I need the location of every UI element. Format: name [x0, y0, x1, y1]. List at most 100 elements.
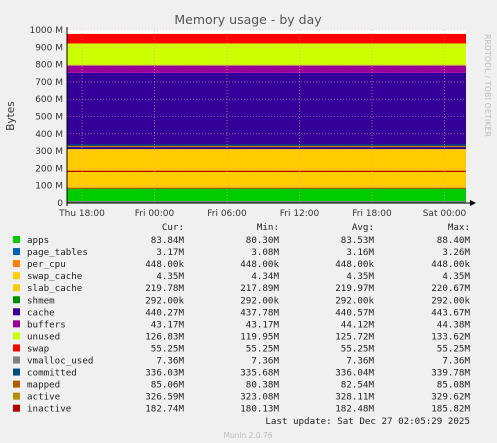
legend-swatch	[13, 248, 20, 256]
legend-min: 437.78M	[240, 307, 279, 318]
x-axis-ticks: Thu 18:00 Fri 00:00 Fri 06:00 Fri 12:00 Fri …	[58, 209, 466, 219]
legend-avg: 182.48M	[335, 404, 374, 415]
legend-swatch	[13, 344, 20, 352]
x-tick-label: Thu 18:00	[58, 209, 105, 219]
legend-min: 180.13M	[240, 404, 279, 415]
y-tick-label: 900 M	[35, 43, 63, 53]
area-buffers	[67, 65, 466, 73]
legend-cur: 3.17M	[156, 247, 184, 258]
legend-name: committed	[27, 368, 77, 379]
x-tick-label: Fri 18:00	[352, 209, 392, 219]
legend-avg: 3.16M	[346, 247, 374, 258]
legend-row-active: active 326.59M 323.08M 328.11M 329.62M	[13, 392, 470, 403]
legend-swatch	[13, 284, 20, 292]
legend-avg: 292.00k	[335, 295, 374, 306]
legend-cur: 219.78M	[145, 283, 184, 294]
legend-row-cache: cache 440.27M 437.78M 440.57M 443.67M	[13, 307, 470, 318]
legend-name: vmalloc_used	[27, 356, 93, 367]
legend-name: mapped	[27, 380, 60, 391]
area-swap	[67, 33, 466, 44]
area-unused	[67, 43, 466, 66]
y-tick-label: 200 M	[35, 164, 63, 174]
legend-row-mapped: mapped 85.06M 80.38M 82.54M 85.08M	[13, 380, 470, 391]
header-max: Max:	[448, 222, 470, 233]
chart-title: Memory usage - by day	[174, 12, 322, 27]
legend-headers: Cur: Min: Avg: Max:	[162, 222, 470, 233]
x-tick-label: Fri 12:00	[280, 209, 320, 219]
y-tick-label: 100 M	[35, 182, 63, 192]
header-min: Min:	[257, 222, 279, 233]
legend-name: per_cpu	[27, 259, 66, 270]
legend-name: unused	[27, 331, 60, 342]
x-tick-label: Sat 00:00	[423, 209, 467, 219]
legend-avg: 7.36M	[346, 356, 374, 367]
legend-swatch	[13, 380, 20, 388]
legend-min: 119.95M	[240, 331, 279, 342]
legend-cur: 182.74M	[145, 404, 184, 415]
legend-max: 88.40M	[437, 235, 471, 246]
legend-row-per-cpu: per_cpu 448.00k 448.00k 448.00k 448.00k	[13, 259, 470, 270]
line-series	[67, 144, 466, 203]
header-cur: Cur:	[162, 222, 184, 233]
legend-cur: 4.35M	[156, 271, 184, 282]
legend-min: 323.08M	[240, 392, 279, 403]
legend-min: 3.08M	[251, 247, 279, 258]
legend-max: 44.38M	[437, 319, 471, 330]
legend-cur: 440.27M	[145, 307, 184, 318]
legend-max: 4.35M	[442, 271, 470, 282]
y-tick-label: 0	[57, 199, 63, 209]
legend-name: shmem	[27, 295, 55, 306]
legend-avg: 328.11M	[335, 392, 374, 403]
legend-swatch	[13, 332, 20, 340]
x-axis-arrow	[470, 200, 476, 206]
legend-avg: 83.53M	[341, 235, 375, 246]
legend-row-apps: apps 83.84M 80.30M 83.53M 88.40M	[13, 235, 470, 246]
legend-avg: 448.00k	[335, 259, 374, 270]
legend-row-swap: swap 55.25M 55.25M 55.25M 55.25M	[13, 343, 470, 354]
legend-max: 85.08M	[437, 380, 471, 391]
legend-swatch	[13, 272, 20, 280]
legend-row-slab-cache: slab_cache 219.78M 217.89M 219.97M 220.67M	[13, 283, 470, 294]
legend-swatch	[13, 392, 20, 400]
grid-lines	[67, 29, 466, 203]
legend-swatch	[13, 368, 20, 376]
legend-min: 335.68M	[240, 368, 279, 379]
area-swap-cache	[67, 187, 466, 188]
legend-max: 7.36M	[442, 356, 470, 367]
y-tick-label: 600 M	[35, 95, 63, 105]
legend-max: 55.25M	[437, 343, 471, 354]
y-tick-label: 300 M	[35, 147, 63, 157]
legend-avg: 4.35M	[346, 271, 374, 282]
legend-swatch	[13, 260, 20, 268]
legend: apps 83.84M 80.30M 83.53M 88.40M page_tables 3…	[13, 235, 470, 415]
legend-max: 3.26M	[442, 247, 470, 258]
legend-row-unused: unused 126.83M 119.95M 125.72M 133.62M	[13, 331, 470, 342]
legend-name: inactive	[27, 404, 71, 415]
legend-cur: 292.00k	[145, 295, 184, 306]
rrdtool-credit: RRDTOOL / TOBI OETIKER	[483, 34, 492, 137]
legend-name: apps	[27, 235, 49, 246]
legend-cur: 55.25M	[151, 343, 185, 354]
y-tick-label: 500 M	[35, 113, 63, 123]
legend-min: 448.00k	[240, 259, 279, 270]
legend-cur: 336.03M	[145, 368, 184, 379]
legend-min: 80.30M	[246, 235, 280, 246]
legend-cur: 83.84M	[151, 235, 185, 246]
legend-max: 220.67M	[431, 283, 470, 294]
area-apps	[67, 188, 466, 203]
legend-name: active	[27, 392, 60, 403]
y-tick-label: 800 M	[35, 61, 63, 71]
legend-min: 43.17M	[246, 319, 280, 330]
legend-max: 339.78M	[431, 368, 470, 379]
legend-row-page-tables: page_tables 3.17M 3.08M 3.16M 3.26M	[13, 247, 470, 258]
legend-max: 448.00k	[431, 259, 470, 270]
legend-cur: 448.00k	[145, 259, 184, 270]
legend-min: 80.38M	[246, 380, 280, 391]
legend-name: swap_cache	[27, 271, 82, 282]
legend-name: buffers	[27, 319, 66, 330]
legend-row-swap-cache: swap_cache 4.35M 4.34M 4.35M 4.35M	[13, 271, 470, 282]
legend-name: swap	[27, 343, 49, 354]
legend-avg: 336.04M	[335, 368, 374, 379]
legend-avg: 219.97M	[335, 283, 374, 294]
legend-cur: 7.36M	[156, 356, 184, 367]
